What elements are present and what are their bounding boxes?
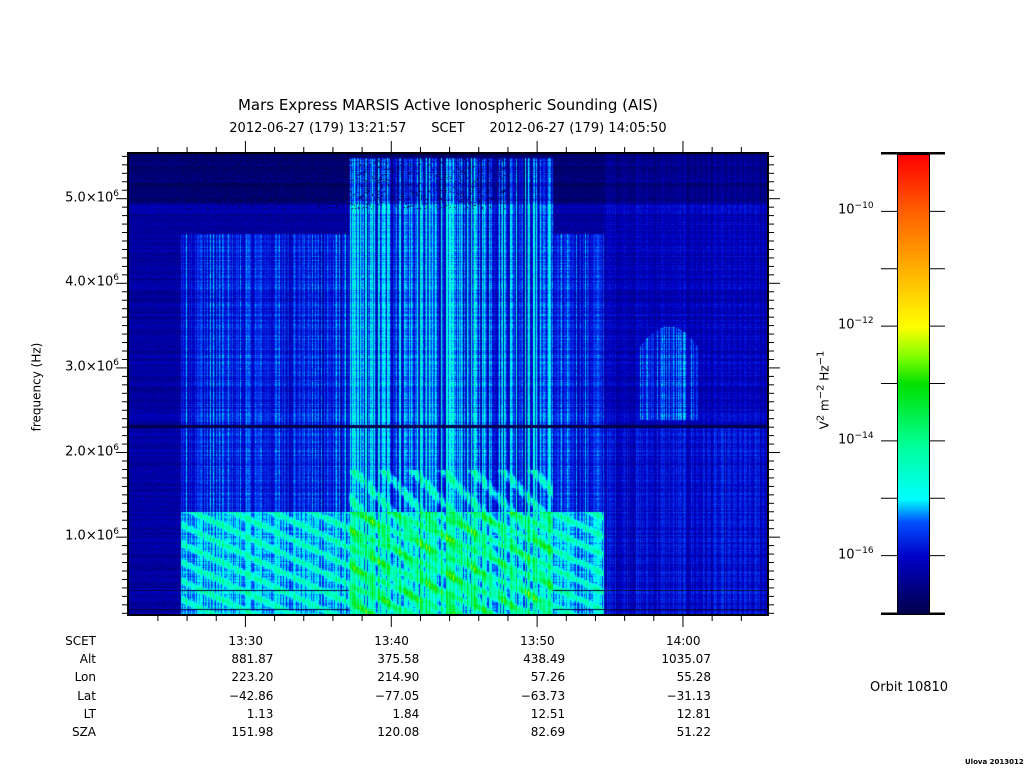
row-label: SCET — [65, 634, 96, 648]
ephemeris-cell: 214.90 — [377, 670, 420, 685]
orbit-label: Orbit 10810 — [870, 680, 949, 695]
colorbar-tick-label: 10−16 — [838, 545, 874, 562]
ephemeris-cell: 51.22 — [676, 725, 711, 739]
ephemeris-cell: 14:00 — [665, 634, 701, 648]
colorbar — [897, 154, 930, 615]
ephemeris-cell: 1.84 — [392, 706, 420, 721]
y-axis-title: frequency (Hz) — [29, 342, 44, 432]
y-tick-label: 5.0×106 — [65, 188, 119, 206]
y-tick-label: 3.0×106 — [65, 357, 119, 375]
spectrogram-heatmap — [129, 154, 768, 615]
ephemeris-cell: 881.87 — [231, 652, 274, 667]
colorbar-tick-label: 10−10 — [838, 201, 874, 218]
ephemeris-cell: 13:50 — [520, 634, 555, 648]
ephemeris-cell: 55.28 — [676, 670, 711, 685]
ephemeris-cell: 13:40 — [374, 634, 409, 648]
ephemeris-cell: 12.51 — [530, 706, 566, 721]
colorbar-title: V2 m−2 Hz−1 — [815, 350, 832, 430]
ephemeris-row: SZA 151.98 120.08 82.69 51.22 — [0, 725, 1024, 743]
ephemeris-row: LT 1.13 1.84 12.51 12.81 — [0, 707, 1024, 725]
ephemeris-cell: 1035.07 — [661, 652, 711, 667]
row-label: Alt — [79, 652, 96, 667]
ephemeris-cell: −42.86 — [228, 688, 274, 703]
credit-label: Ulova 20130123 — [965, 758, 1024, 766]
ephemeris-row: Alt 881.87 375.58 438.49 1035.07 — [0, 652, 1024, 670]
colorbar-tick-label: 10−12 — [838, 316, 874, 333]
chart-subtitle: 2012-06-27 (179) 13:21:57 SCET 2012-06-2… — [0, 121, 896, 136]
colorbar-tick-label: 10−14 — [838, 430, 874, 448]
ephemeris-cell: −63.73 — [520, 688, 566, 703]
row-label: Lat — [77, 688, 96, 703]
start-time: 2012-06-27 (179) 13:21:57 — [229, 121, 407, 136]
ephemeris-cell: 120.08 — [377, 725, 420, 739]
ephemeris-cell: 151.98 — [231, 725, 274, 739]
row-label: Lon — [74, 670, 96, 685]
end-time: 2012-06-27 (179) 14:05:50 — [489, 121, 667, 136]
ephemeris-cell: 223.20 — [231, 670, 274, 685]
ephemeris-cell: 438.49 — [523, 652, 566, 667]
ephemeris-row: SCET 13:30 13:40 13:50 14:00 — [0, 634, 1024, 652]
ephemeris-cell: 375.58 — [377, 652, 420, 667]
chart-title: Mars Express MARSIS Active Ionospheric S… — [237, 96, 659, 114]
ephemeris-cell: 12.81 — [676, 706, 711, 721]
time-frame: SCET — [431, 121, 465, 136]
ephemeris-cell: −77.05 — [374, 688, 420, 703]
ephemeris-row: Lon 223.20 214.90 57.26 55.28 — [0, 670, 1024, 688]
row-label: LT — [83, 706, 96, 721]
y-tick-label: 4.0×106 — [65, 273, 119, 290]
row-label: SZA — [71, 725, 96, 739]
ephemeris-cell: −31.13 — [666, 688, 711, 703]
ephemeris-row: Lat −42.86 −77.05 −63.73 −31.13 — [0, 689, 1024, 707]
y-tick-label: 1.0×106 — [65, 527, 119, 544]
plot-frame — [127, 152, 769, 616]
ephemeris-cell: 82.69 — [530, 725, 566, 739]
ephemeris-cell: 13:30 — [228, 634, 263, 648]
ephemeris-cell: 57.26 — [530, 670, 566, 685]
ephemeris-cell: 1.13 — [246, 706, 274, 721]
y-tick-label: 2.0×106 — [65, 442, 119, 459]
